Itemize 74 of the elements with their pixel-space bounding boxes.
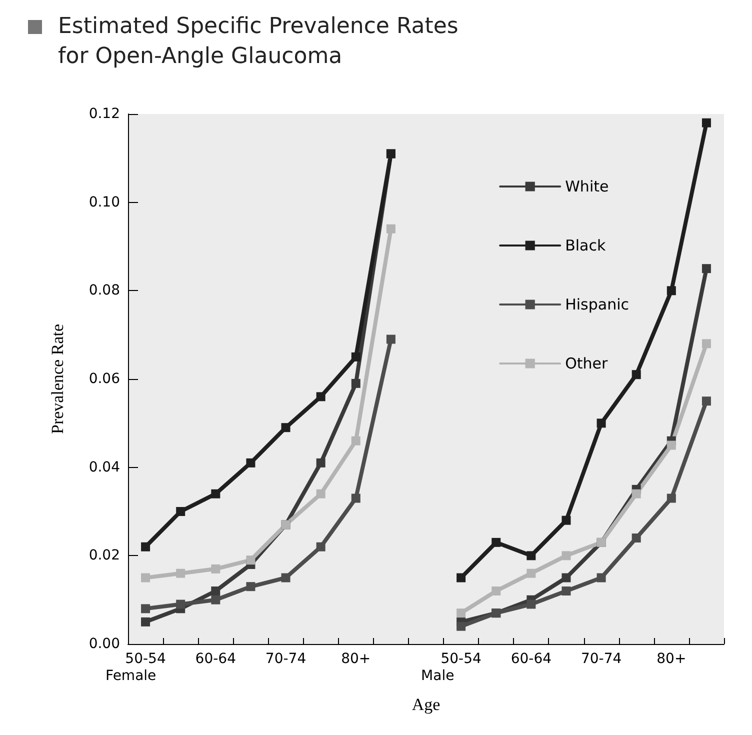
y-tick-label: 0.02: [88, 548, 120, 564]
point: [211, 564, 220, 574]
point: [702, 396, 711, 406]
x-tick-label: 50-54: [440, 651, 482, 667]
point: [246, 556, 256, 565]
point: [526, 551, 536, 560]
point: [702, 339, 711, 348]
point: [632, 370, 641, 380]
point: [702, 118, 711, 128]
x-tick-label: 80+: [656, 651, 686, 667]
chart-title: Estimated Specific Prevalence Rates for Open-Angle Glaucoma: [58, 13, 460, 71]
x-tick-label: 60-64: [510, 651, 552, 667]
y-tick-label: 0.08: [88, 282, 120, 299]
point: [316, 489, 326, 498]
y-axis-title: Prevalence Rate: [48, 324, 67, 434]
point: [596, 418, 606, 428]
point: [211, 595, 220, 604]
point: [316, 542, 326, 552]
x-tick-label: 80+: [341, 651, 371, 667]
legend-label: White: [565, 178, 609, 196]
x-tick-label: 50-54: [125, 651, 166, 667]
point: [141, 617, 150, 626]
point: [632, 489, 641, 498]
x-tick-label: 60-64: [195, 651, 236, 667]
point: [281, 423, 290, 432]
text: Male: [421, 668, 454, 684]
point: [456, 622, 466, 631]
point: [386, 224, 396, 234]
point: [141, 573, 150, 582]
point: [176, 600, 186, 609]
point: [702, 264, 711, 274]
point: [246, 458, 256, 468]
point: [562, 573, 571, 582]
legend-label: Black: [565, 236, 606, 254]
point: [666, 440, 676, 450]
y-tick-label: 0.04: [88, 459, 120, 476]
y-tick-label: 0.12: [88, 106, 120, 122]
point: [141, 604, 150, 614]
legend-label: Other: [565, 354, 609, 372]
point: [666, 494, 676, 503]
point: [281, 573, 290, 582]
point: [562, 516, 571, 525]
x-tick-label: 70-74: [580, 651, 622, 667]
y-tick-label: 0.06: [88, 371, 120, 387]
point: [176, 568, 186, 578]
point: [316, 392, 326, 402]
y-tick-label: 0.00: [88, 636, 120, 652]
point: [456, 608, 466, 618]
point: [176, 507, 186, 516]
legend-label: Hispanic: [565, 296, 630, 314]
point: [351, 352, 360, 362]
point: [246, 582, 256, 592]
point: [456, 573, 466, 582]
point: [562, 551, 571, 560]
point: [526, 600, 536, 609]
point: [526, 568, 536, 578]
point: [351, 494, 360, 503]
point: [562, 586, 571, 596]
x-axis-title: Age: [412, 695, 440, 714]
point: [632, 534, 641, 542]
point: [596, 573, 606, 582]
y-tick-label: 0.10: [88, 194, 120, 210]
text: Female: [106, 668, 156, 684]
point: [492, 586, 501, 596]
x-tick-label: 70-74: [265, 651, 306, 667]
point: [351, 436, 360, 446]
point: [386, 334, 396, 344]
point: [666, 286, 676, 296]
point: [211, 586, 220, 596]
point: [316, 458, 326, 468]
point: [141, 542, 150, 552]
point: [351, 378, 360, 388]
point: [211, 489, 220, 498]
point: [492, 538, 501, 547]
